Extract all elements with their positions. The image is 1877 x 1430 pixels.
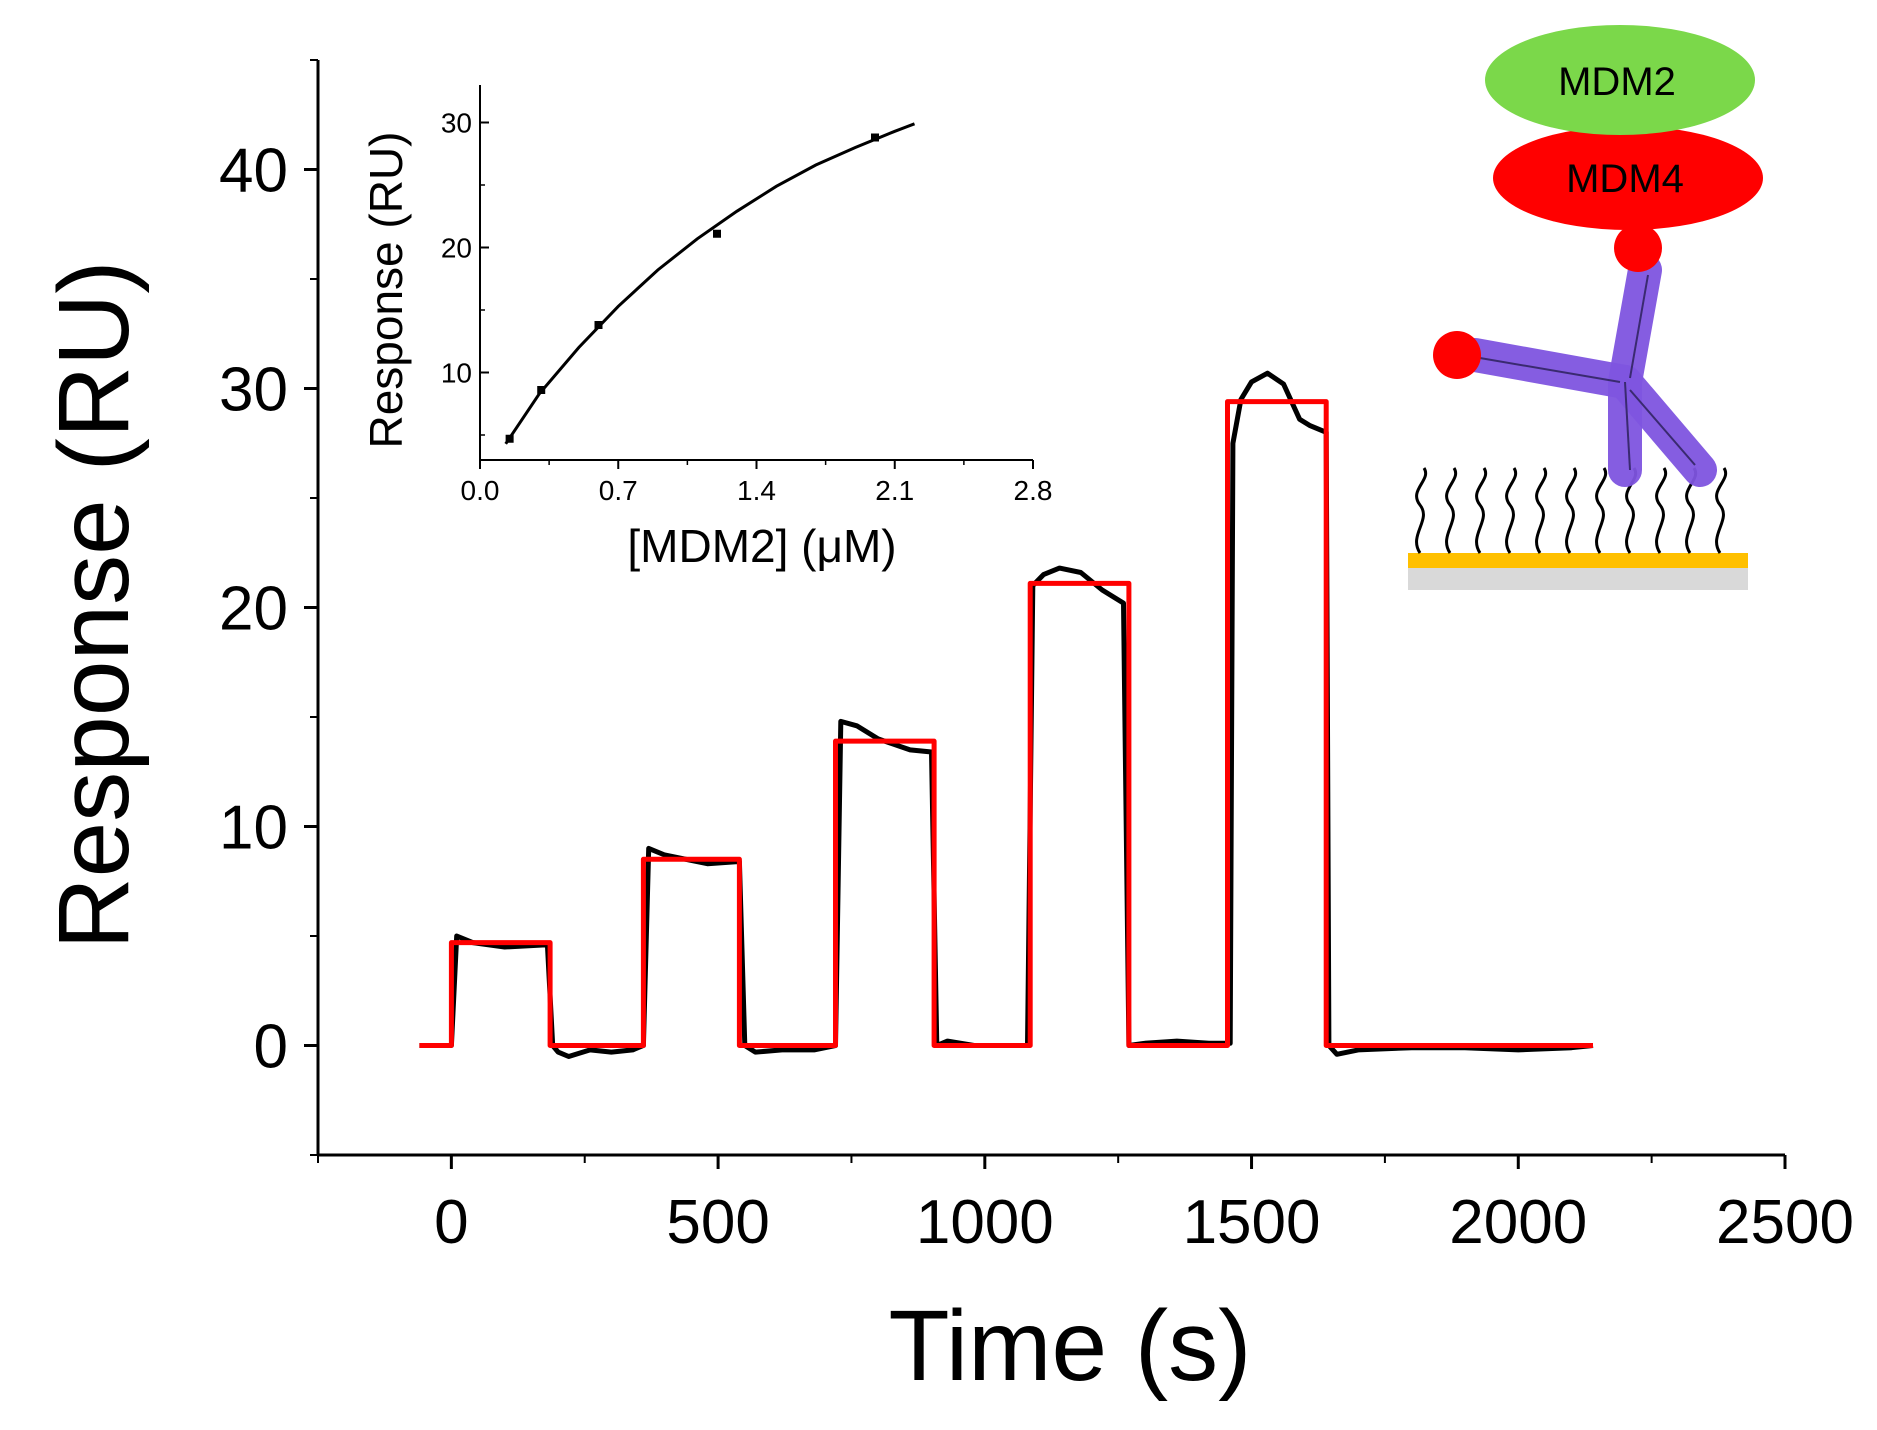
inset-x-axis-label: [MDM2] (μM) [627, 520, 896, 572]
surface-chain [1445, 467, 1458, 554]
substrate-gray-layer [1408, 568, 1748, 590]
main-x-tick-label: 0 [434, 1188, 468, 1257]
surface-chain [1535, 467, 1548, 554]
mdm2-label: MDM2 [1558, 60, 1676, 104]
main-x-tick-label: 2000 [1449, 1188, 1587, 1257]
inset-x-tick-label: 2.8 [1014, 475, 1053, 506]
surface-chain [1715, 467, 1728, 554]
main-y-tick-label: 40 [219, 137, 288, 206]
surface-chains [1415, 467, 1728, 554]
main-x-tick-label: 1500 [1183, 1188, 1321, 1257]
inset-axes [479, 85, 1033, 461]
main-y-tick-label: 30 [219, 356, 288, 425]
main-y-tick-label: 20 [219, 575, 288, 644]
inset-data-point [594, 321, 603, 329]
inset-series [504, 122, 916, 445]
main-series [419, 370, 1594, 1059]
main-x-tick-label: 500 [666, 1188, 769, 1257]
main-x-tick-label: 1000 [916, 1188, 1054, 1257]
fit-line [419, 399, 1593, 1048]
inset-y-tick-label: 10 [441, 358, 472, 389]
mdm4-ellipse [1493, 126, 1763, 230]
antigen-site-left [1433, 331, 1481, 379]
inset-chart: 0.0 0.7 1.4 2.1 2.8 10 20 30 [MDM2] (μM) Respon… [360, 85, 1052, 572]
inset-x-tick-label: 0.0 [461, 475, 500, 506]
main-x-tick-label: 2500 [1716, 1188, 1854, 1257]
measured-response-line [419, 370, 1594, 1059]
inset-data-point [713, 229, 721, 238]
binding-schematic: MDM4 MDM2 [1408, 25, 1763, 590]
inset-y-tick-label: 20 [441, 233, 472, 264]
main-y-tick-label: 0 [254, 1013, 288, 1082]
surface-chain [1475, 467, 1488, 554]
mdm4-label: MDM4 [1566, 157, 1684, 201]
inset-y-tick-label: 30 [441, 108, 472, 139]
inset-data-point [505, 434, 514, 443]
inset-ticks: 0.0 0.7 1.4 2.1 2.8 10 20 30 [441, 108, 1053, 507]
mdm2-ellipse [1485, 25, 1755, 135]
surface-chain [1505, 467, 1518, 554]
main-y-axis-label: Response (RU) [38, 260, 150, 949]
surface-chain [1565, 467, 1578, 554]
antigen-site-top [1614, 224, 1662, 272]
main-y-tick-label: 10 [219, 794, 288, 863]
surface-chain [1595, 467, 1608, 554]
main-chart: 0 500 1000 1500 2000 2500 0 10 20 30 40 Time (s) R… [38, 59, 1854, 1402]
main-x-axis-label: Time (s) [889, 1290, 1252, 1402]
inset-x-tick-label: 2.1 [875, 475, 914, 506]
main-axes [316, 60, 1785, 1157]
inset-y-axis-label: Response (RU) [360, 132, 412, 449]
inset-x-tick-label: 0.7 [599, 475, 638, 506]
inset-x-tick-label: 1.4 [737, 475, 776, 506]
inset-data-point [537, 386, 546, 394]
inset-data-point [871, 133, 879, 142]
surface-chain [1655, 467, 1668, 554]
surface-chain [1415, 467, 1428, 554]
antibody [1433, 224, 1717, 487]
main-ticks: 0 500 1000 1500 2000 2500 0 10 20 30 40 [219, 59, 1854, 1257]
inset-fit-curve [504, 122, 916, 445]
gold-substrate [1408, 553, 1748, 568]
